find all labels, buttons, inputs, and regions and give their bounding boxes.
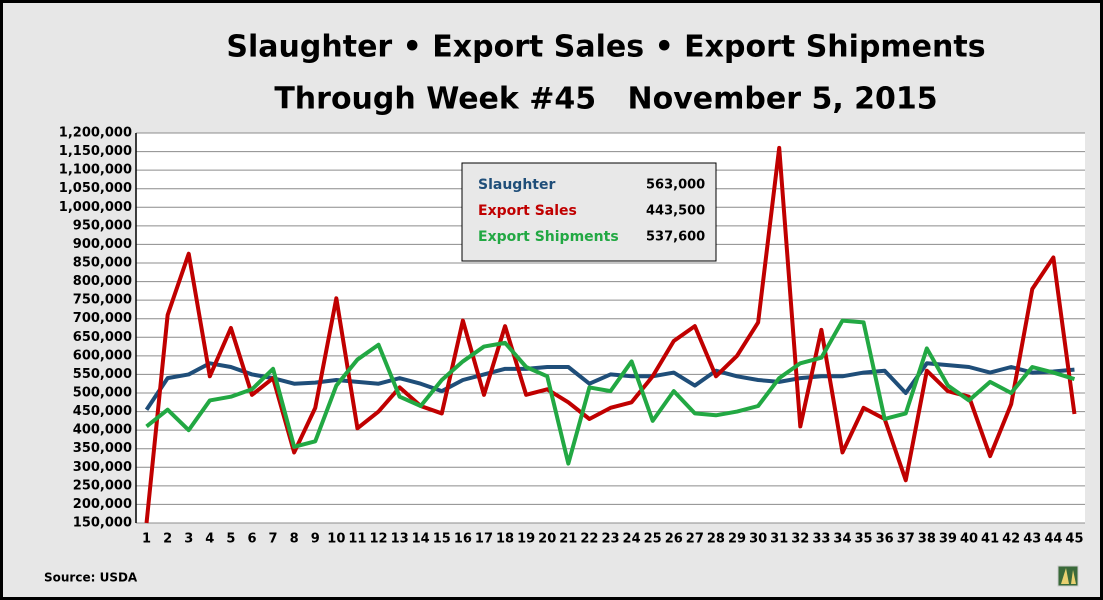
y-tick-label: 400,000 xyxy=(73,423,132,438)
x-tick-label: 18 xyxy=(496,532,514,547)
series-line xyxy=(144,145,1077,524)
x-tick-label: 5 xyxy=(226,532,235,547)
x-tick-label: 27 xyxy=(686,532,704,547)
x-tick-label: 43 xyxy=(1023,532,1041,547)
x-tick-label: 3 xyxy=(184,532,193,547)
x-tick-label: 17 xyxy=(475,532,493,547)
y-tick-label: 450,000 xyxy=(73,404,132,419)
x-tick-label: 8 xyxy=(290,532,299,547)
y-tick-label: 700,000 xyxy=(73,311,132,326)
y-tick-label: 1,050,000 xyxy=(59,181,132,196)
x-tick-label: 1 xyxy=(142,532,151,547)
x-tick-label: 12 xyxy=(369,532,387,547)
x-tick-label: 33 xyxy=(812,532,830,547)
x-tick-label: 11 xyxy=(348,532,366,547)
x-tick-label: 34 xyxy=(833,532,851,547)
x-tick-label: 42 xyxy=(1002,532,1020,547)
x-tick-label: 30 xyxy=(749,532,767,547)
legend-label: Export Shipments xyxy=(478,229,619,245)
x-tick-label: 38 xyxy=(918,532,936,547)
chart-title: Slaughter • Export Sales • Export Shipme… xyxy=(226,30,985,65)
y-tick-label: 650,000 xyxy=(73,330,132,345)
y-tick-label: 1,150,000 xyxy=(59,144,132,159)
legend-label: Slaughter xyxy=(478,177,555,193)
x-tick-label: 35 xyxy=(855,532,873,547)
x-tick-label: 45 xyxy=(1065,532,1083,547)
x-tick-label: 7 xyxy=(269,532,278,547)
x-tick-label: 37 xyxy=(897,532,915,547)
x-tick-label: 23 xyxy=(601,532,619,547)
x-tick-label: 13 xyxy=(391,532,409,547)
x-tick-label: 36 xyxy=(876,532,894,547)
x-tick-label: 21 xyxy=(559,532,577,547)
x-tick-label: 31 xyxy=(770,532,788,547)
y-tick-label: 800,000 xyxy=(73,274,132,289)
x-tick-label: 6 xyxy=(247,532,256,547)
source-note: Source: USDA xyxy=(44,571,138,585)
x-tick-label: 20 xyxy=(538,532,556,547)
y-tick-label: 200,000 xyxy=(73,497,132,512)
x-tick-label: 40 xyxy=(960,532,978,547)
y-tick-label: 1,200,000 xyxy=(59,126,132,141)
y-tick-label: 750,000 xyxy=(73,293,132,308)
x-tick-label: 44 xyxy=(1044,532,1062,547)
y-tick-label: 950,000 xyxy=(73,218,132,233)
legend-label: Export Sales xyxy=(478,203,577,219)
x-tick-label: 9 xyxy=(311,532,320,547)
y-tick-label: 250,000 xyxy=(73,478,132,493)
x-tick-label: 22 xyxy=(580,532,598,547)
y-tick-label: 900,000 xyxy=(73,237,132,252)
legend-box xyxy=(461,162,717,262)
x-tick-label: 25 xyxy=(644,532,662,547)
y-tick-label: 600,000 xyxy=(73,348,132,363)
chart-subtitle: Through Week #45 November 5, 2015 xyxy=(274,82,937,117)
x-tick-label: 32 xyxy=(791,532,809,547)
y-tick-label: 150,000 xyxy=(73,516,132,531)
y-tick-label: 300,000 xyxy=(73,460,132,475)
y-tick-label: 850,000 xyxy=(73,256,132,271)
x-tick-label: 24 xyxy=(623,532,641,547)
x-tick-label: 15 xyxy=(433,532,451,547)
x-tick-label: 39 xyxy=(939,532,957,547)
x-tick-label: 29 xyxy=(728,532,746,547)
y-tick-label: 500,000 xyxy=(73,386,132,401)
y-tick-label: 1,000,000 xyxy=(59,200,132,215)
x-tick-label: 28 xyxy=(707,532,725,547)
legend-value: 443,500 xyxy=(646,204,705,219)
x-tick-label: 2 xyxy=(163,532,172,547)
y-tick-label: 550,000 xyxy=(73,367,132,382)
x-tick-label: 4 xyxy=(205,532,214,547)
series-line xyxy=(145,318,1076,466)
logo-icon xyxy=(1057,565,1079,587)
legend-value: 563,000 xyxy=(646,178,705,193)
x-tick-label: 10 xyxy=(327,532,345,547)
x-tick-label: 19 xyxy=(517,532,535,547)
y-tick-label: 1,100,000 xyxy=(59,163,132,178)
x-tick-label: 41 xyxy=(981,532,999,547)
y-tick-label: 350,000 xyxy=(73,441,132,456)
x-tick-label: 14 xyxy=(412,532,430,547)
x-tick-label: 26 xyxy=(665,532,683,547)
legend-value: 537,600 xyxy=(646,230,705,245)
x-tick-label: 16 xyxy=(454,532,472,547)
